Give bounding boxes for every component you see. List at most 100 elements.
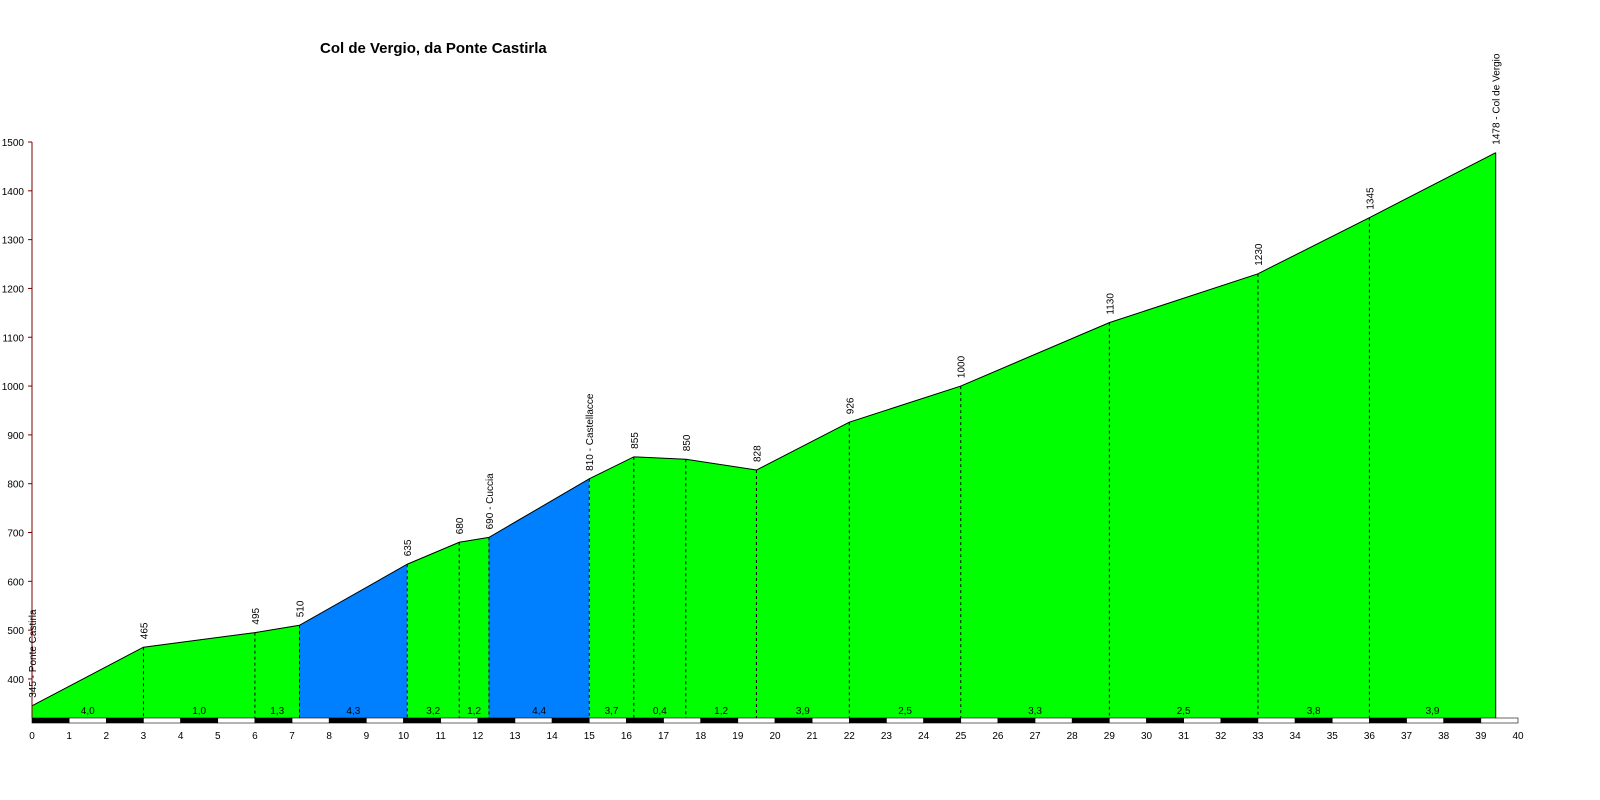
scale-block	[997, 717, 1036, 724]
distance-scale-bar	[31, 717, 1519, 724]
elevation-label: 510	[295, 600, 306, 617]
x-tick-label: 29	[1104, 731, 1116, 742]
gradient-label: 1,2	[467, 706, 481, 717]
x-tick-label: 15	[584, 731, 596, 742]
scale-block	[886, 717, 924, 724]
scale-block	[1220, 717, 1259, 724]
elevation-label: 465	[139, 622, 150, 639]
gradient-label: 3,9	[796, 706, 810, 717]
scale-block	[811, 717, 850, 724]
elevation-label: 855	[630, 432, 641, 449]
elevation-label: 1130	[1105, 293, 1116, 315]
y-tick-labels: 400 500 600 700 800 900 1000 1100 1200 1300 1400 15…	[2, 138, 25, 686]
y-tick-label: 900	[7, 431, 24, 442]
segment-area-15	[1257, 217, 1370, 719]
x-tick-label: 25	[955, 731, 967, 742]
x-tick-label: 12	[472, 731, 484, 742]
gradient-label: 4,3	[346, 706, 360, 717]
gradient-label: 2,5	[898, 706, 912, 717]
x-tick-label: 24	[918, 731, 930, 742]
gradient-label: 1,3	[270, 706, 284, 717]
scale-block	[551, 717, 590, 724]
gradient-label: 1,0	[192, 706, 206, 717]
y-tick-label: 1000	[2, 382, 25, 393]
x-tick-label: 16	[621, 731, 633, 742]
elevation-label: 635	[403, 539, 414, 556]
scale-block	[1109, 717, 1147, 724]
scale-block	[1183, 717, 1222, 724]
x-tick-label: 20	[769, 731, 781, 742]
x-tick-label: 39	[1475, 731, 1487, 742]
scale-block	[514, 717, 553, 724]
scale-block	[68, 717, 107, 724]
profile-outline	[31, 152, 1497, 718]
elevation-label: 1345	[1365, 187, 1376, 210]
elevation-label: 495	[251, 607, 262, 624]
gradient-label: 0,4	[653, 706, 667, 717]
scale-block	[1480, 717, 1519, 724]
scale-block	[180, 717, 219, 724]
scale-block	[1146, 717, 1184, 724]
x-tick-label: 33	[1252, 731, 1264, 742]
gradient-label: 3,8	[1307, 706, 1321, 717]
scale-block	[477, 717, 516, 724]
y-tick-label: 1100	[2, 333, 24, 344]
x-tick-label: 34	[1290, 731, 1302, 742]
profile-areas	[31, 152, 1497, 719]
elevation-label: 828	[752, 445, 763, 462]
x-tick-label: 28	[1067, 731, 1079, 742]
scale-block	[960, 717, 999, 724]
scale-block	[1034, 717, 1073, 724]
scale-block	[106, 717, 144, 724]
elevation-label: 1000	[957, 355, 968, 378]
scale-block	[143, 717, 181, 724]
x-tick-label: 10	[398, 731, 410, 742]
segment-area-12	[849, 385, 962, 719]
x-tick-label: 4	[178, 731, 184, 742]
chart-title: Col de Vergio, da Ponte Castirla	[320, 40, 547, 57]
gradient-label: 4,0	[81, 706, 95, 717]
elevation-label: 690 - Cuccia	[485, 473, 496, 530]
scale-block	[1257, 717, 1296, 724]
x-tick-label: 6	[252, 731, 258, 742]
x-tick-label: 31	[1178, 731, 1190, 742]
elevation-label: 850	[682, 434, 693, 451]
x-tick-label: 0	[29, 731, 35, 742]
x-tick-label: 5	[215, 731, 221, 742]
scale-block	[588, 717, 627, 724]
segment-area-4	[299, 563, 408, 719]
gradient-labels: 4,0 1,0 1,3 4,3 3,2 1,2 4,4 3,7 0,4 1,2 3,9 2,5 3,3 2…	[81, 706, 1440, 717]
x-tick-label: 26	[992, 731, 1004, 742]
x-tick-label: 21	[807, 731, 819, 742]
scale-block	[923, 717, 962, 724]
x-tick-label: 30	[1141, 731, 1153, 742]
x-tick-label: 3	[141, 731, 147, 742]
elevation-label: 680	[455, 517, 466, 534]
elevation-label: 926	[845, 397, 856, 414]
x-tick-label: 18	[695, 731, 707, 742]
gradient-label: 4,4	[532, 706, 546, 717]
x-tick-label: 35	[1327, 731, 1339, 742]
x-tick-label: 36	[1364, 731, 1376, 742]
x-tick-label: 23	[881, 731, 893, 742]
x-tick-label: 11	[435, 731, 446, 742]
x-tick-labels: 0 1 2 3 4 5 6 7 8 9 10 11 12 13 14 15 16 17 18 19 20 21 22 23 24…	[29, 731, 1524, 742]
segment-area-6	[458, 537, 490, 719]
scale-block	[328, 717, 367, 724]
scale-block	[440, 717, 479, 724]
scale-block	[31, 717, 70, 724]
segment-area-10	[685, 458, 757, 719]
scale-block	[1294, 717, 1333, 724]
y-tick-label: 1500	[2, 138, 25, 149]
x-tick-label: 9	[364, 731, 370, 742]
x-tick-label: 8	[326, 731, 332, 742]
scale-block	[663, 717, 701, 724]
y-tick-label: 1200	[2, 284, 25, 295]
gradient-label: 3,3	[1028, 706, 1042, 717]
segment-area-3	[254, 624, 300, 719]
y-tick-label: 800	[7, 480, 24, 491]
scale-block	[217, 717, 256, 724]
scale-block	[848, 717, 887, 724]
segment-area-14	[1109, 273, 1259, 719]
